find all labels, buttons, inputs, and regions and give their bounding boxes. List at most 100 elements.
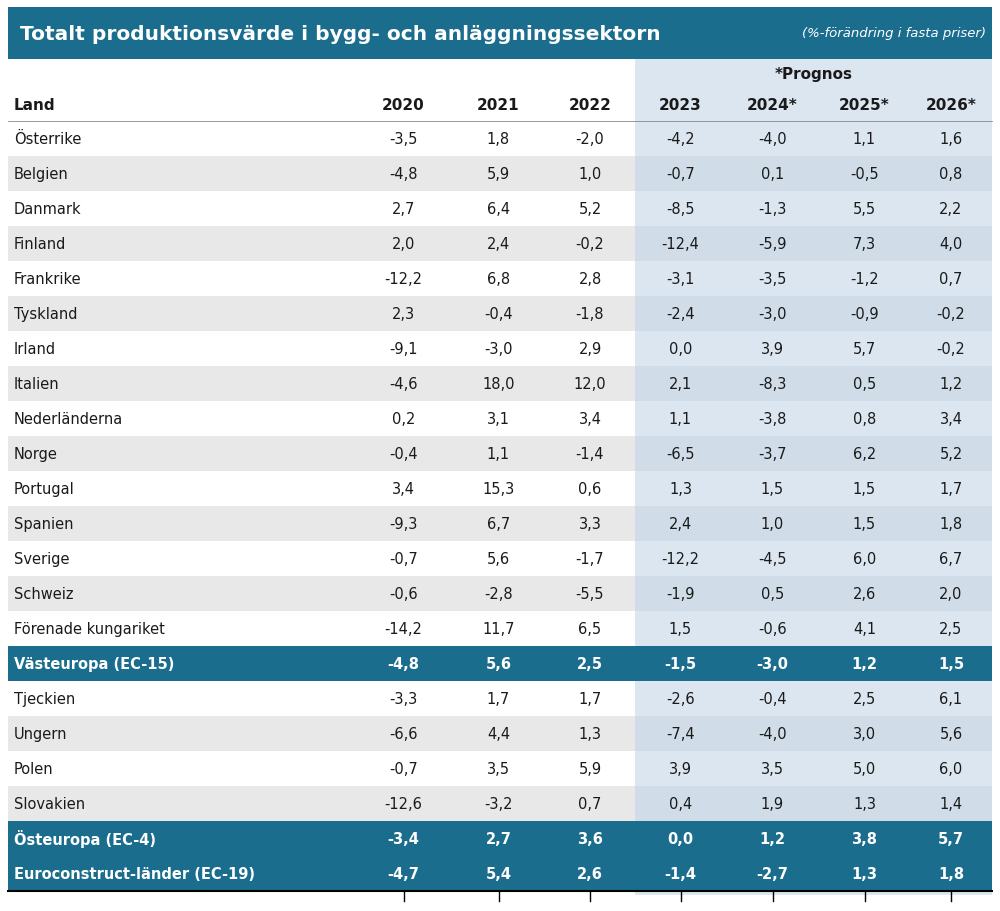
Text: 1,2: 1,2	[760, 831, 786, 846]
Text: 2,7: 2,7	[392, 201, 415, 217]
Text: 6,0: 6,0	[939, 762, 963, 776]
Text: 3,9: 3,9	[669, 762, 692, 776]
Text: 6,7: 6,7	[939, 551, 963, 567]
Text: 1,0: 1,0	[578, 167, 602, 182]
Text: 1,0: 1,0	[761, 517, 784, 531]
Bar	[635, 436, 992, 472]
Text: 2,6: 2,6	[853, 587, 876, 601]
Text: Slovakien: Slovakien	[14, 796, 85, 811]
Bar	[8, 611, 635, 646]
Text: 0,0: 0,0	[669, 342, 692, 356]
Bar	[8, 261, 635, 297]
Text: 3,5: 3,5	[761, 762, 784, 776]
Text: 4,0: 4,0	[939, 237, 963, 251]
Text: Finland: Finland	[14, 237, 66, 251]
Text: 0,5: 0,5	[853, 376, 876, 392]
Text: 0,1: 0,1	[761, 167, 784, 182]
Text: -12,4: -12,4	[662, 237, 699, 251]
Text: 5,6: 5,6	[939, 726, 963, 742]
Text: 2,8: 2,8	[578, 271, 602, 287]
Text: 5,9: 5,9	[487, 167, 510, 182]
Text: Östeuropa (EC-4): Östeuropa (EC-4)	[14, 830, 156, 847]
Text: 4,4: 4,4	[487, 726, 510, 742]
Text: 5,7: 5,7	[853, 342, 876, 356]
Text: -0,4: -0,4	[758, 691, 787, 706]
Text: Västeuropa (EC-15): Västeuropa (EC-15)	[14, 656, 174, 671]
Bar	[635, 192, 992, 227]
Text: 1,1: 1,1	[669, 412, 692, 426]
Bar	[635, 157, 992, 192]
Text: -9,3: -9,3	[389, 517, 418, 531]
Text: -1,4: -1,4	[576, 446, 604, 462]
Bar	[8, 821, 992, 856]
Text: Schweiz: Schweiz	[14, 587, 74, 601]
Bar	[635, 681, 992, 716]
Text: -4,8: -4,8	[388, 656, 420, 671]
Text: 2023: 2023	[659, 98, 702, 113]
Text: -2,7: -2,7	[757, 866, 788, 881]
Text: -9,1: -9,1	[389, 342, 418, 356]
Text: 1,3: 1,3	[853, 796, 876, 811]
Text: 1,8: 1,8	[939, 517, 963, 531]
Text: 1,5: 1,5	[938, 656, 964, 671]
Text: 6,4: 6,4	[487, 201, 510, 217]
Text: 2025*: 2025*	[839, 98, 890, 113]
Text: 1,5: 1,5	[853, 517, 876, 531]
Text: 0,8: 0,8	[853, 412, 876, 426]
Text: Portugal: Portugal	[14, 482, 75, 496]
Bar	[8, 541, 635, 577]
Text: 1,3: 1,3	[578, 726, 602, 742]
Text: -3,8: -3,8	[758, 412, 787, 426]
Text: Norge: Norge	[14, 446, 58, 462]
Text: -6,6: -6,6	[389, 726, 418, 742]
Text: -3,7: -3,7	[758, 446, 787, 462]
Text: -0,4: -0,4	[389, 446, 418, 462]
Text: -6,5: -6,5	[666, 446, 695, 462]
Text: 5,0: 5,0	[853, 762, 876, 776]
Text: 3,4: 3,4	[392, 482, 415, 496]
Text: -2,6: -2,6	[666, 691, 695, 706]
Bar	[8, 856, 992, 891]
Bar	[8, 366, 635, 402]
Text: 2,3: 2,3	[392, 307, 415, 322]
Bar	[635, 366, 992, 402]
Text: 2,0: 2,0	[939, 587, 963, 601]
Text: 0,4: 0,4	[669, 796, 692, 811]
Text: Belgien: Belgien	[14, 167, 69, 182]
Text: -5,9: -5,9	[758, 237, 787, 251]
Text: -2,8: -2,8	[484, 587, 513, 601]
Text: -4,6: -4,6	[389, 376, 418, 392]
Text: 6,2: 6,2	[853, 446, 876, 462]
Text: 3,0: 3,0	[853, 726, 876, 742]
Text: -1,3: -1,3	[758, 201, 787, 217]
Text: -0,2: -0,2	[937, 342, 965, 356]
Text: 3,8: 3,8	[852, 831, 878, 846]
Bar	[8, 227, 635, 261]
Text: 5,2: 5,2	[939, 446, 963, 462]
Text: -2,4: -2,4	[666, 307, 695, 322]
Text: Italien: Italien	[14, 376, 60, 392]
Bar	[635, 261, 992, 297]
Text: -1,7: -1,7	[576, 551, 604, 567]
Text: 2,5: 2,5	[939, 621, 963, 636]
Text: 0,7: 0,7	[939, 271, 963, 287]
Bar	[635, 541, 992, 577]
Text: 3,3: 3,3	[579, 517, 601, 531]
Text: -12,6: -12,6	[385, 796, 422, 811]
Text: 6,1: 6,1	[939, 691, 963, 706]
Text: 6,7: 6,7	[487, 517, 510, 531]
Bar	[8, 577, 635, 611]
Text: -0,2: -0,2	[937, 307, 965, 322]
Text: 1,8: 1,8	[487, 132, 510, 147]
Text: Tyskland: Tyskland	[14, 307, 78, 322]
Text: -0,4: -0,4	[484, 307, 513, 322]
Text: 0,6: 0,6	[578, 482, 602, 496]
Text: 2,7: 2,7	[486, 831, 511, 846]
Text: -1,2: -1,2	[850, 271, 879, 287]
Text: 6,5: 6,5	[578, 621, 602, 636]
Text: 1,1: 1,1	[487, 446, 510, 462]
Bar	[8, 472, 635, 507]
Text: 2024*: 2024*	[747, 98, 798, 113]
Text: 1,5: 1,5	[853, 482, 876, 496]
Bar	[8, 716, 635, 752]
